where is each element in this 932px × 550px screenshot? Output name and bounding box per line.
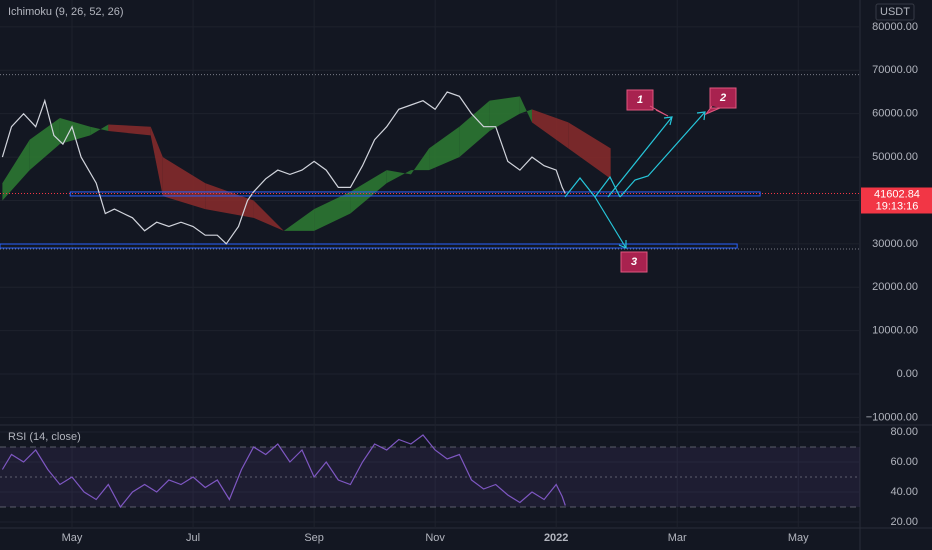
y-tick-label: 60.00	[890, 456, 918, 468]
support-level	[69, 191, 761, 197]
currency: USDT	[880, 6, 910, 18]
y-tick-label: 60000.00	[872, 108, 918, 120]
x-tick-label: May	[788, 532, 809, 544]
annotations: 1 2 3	[620, 87, 737, 273]
projection-2	[619, 111, 706, 198]
cloud-segment	[519, 96, 532, 123]
y-tick-label: 80.00	[890, 426, 918, 438]
arrowhead-3	[618, 240, 627, 249]
indicator-label: Ichimoku (9, 26, 52, 26)	[8, 6, 124, 18]
projection-1	[607, 116, 673, 198]
x-tick-label: Sep	[304, 532, 324, 544]
y-tick-label: 30000.00	[872, 238, 918, 250]
y-tick-label: −10000.00	[866, 411, 918, 423]
cloud-segment	[568, 122, 611, 179]
cloud-segment	[429, 126, 460, 171]
projection-3	[594, 196, 627, 249]
y-tick-label: 40.00	[890, 486, 918, 498]
plot	[0, 74, 860, 509]
cloud-segment	[314, 191, 351, 231]
cloud-segment	[489, 96, 520, 132]
annotation: 1	[637, 94, 643, 106]
cloud-segment	[59, 118, 91, 145]
x-tick-label: Jul	[186, 532, 200, 544]
arrowhead-1	[663, 116, 673, 126]
callout-2	[704, 87, 737, 116]
annotation: 2	[719, 92, 726, 104]
countdown: 19:13:16	[876, 200, 919, 212]
y-tick-label: 10000.00	[872, 325, 918, 337]
cloud-segment	[150, 126, 163, 197]
cloud-segment	[410, 148, 430, 175]
y-tick-label: 70000.00	[872, 64, 918, 76]
last-price-box	[861, 187, 932, 214]
cloud-segment	[2, 139, 30, 201]
last-price-label: 41602.84	[874, 188, 920, 200]
y-tick-label: 20000.00	[872, 281, 918, 293]
y-tick-label: 80000.00	[872, 21, 918, 33]
rsi-line	[1, 434, 566, 509]
y-tick-label: 20.00	[890, 516, 918, 528]
indicator-label: RSI (14, close)	[8, 431, 81, 443]
cloud-segment	[283, 209, 315, 231]
cloud-segment	[531, 109, 569, 149]
arrowhead-2	[696, 111, 706, 121]
cloud-segment	[90, 124, 109, 136]
price-line	[1, 91, 566, 245]
callout-1	[626, 89, 669, 117]
x-tick-label: 2022	[544, 532, 568, 544]
projections	[564, 111, 706, 249]
cloud-segment	[386, 170, 411, 184]
cloud-segment	[253, 200, 284, 231]
x-tick-label: Nov	[425, 532, 445, 544]
currency-box	[875, 3, 915, 21]
x-tick-label: Mar	[668, 532, 687, 544]
cloud-segment	[459, 100, 490, 158]
cloud-segment	[108, 124, 151, 136]
annotation: 3	[631, 256, 637, 268]
x-tick-label: May	[62, 532, 83, 544]
y-tick-label: 0.00	[897, 368, 918, 380]
support-level	[0, 243, 738, 249]
y-tick-label: 50000.00	[872, 151, 918, 163]
callout-3	[620, 251, 648, 273]
